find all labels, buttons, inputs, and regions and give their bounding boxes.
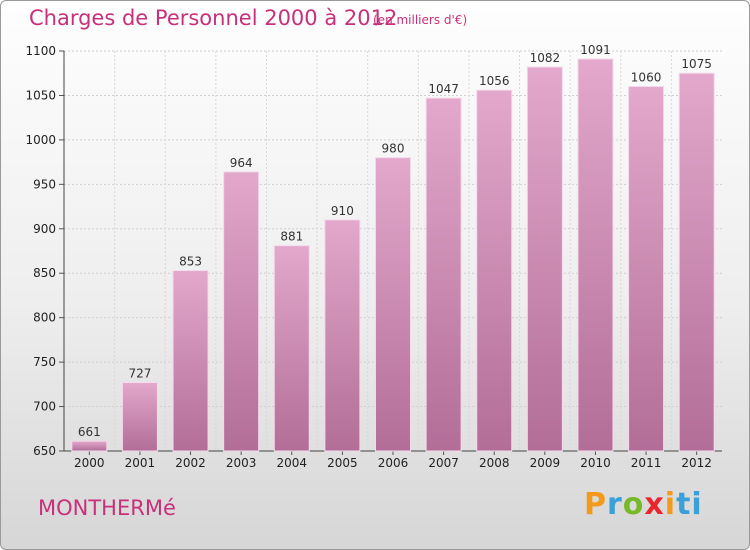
x-tick-label: 2010: [580, 456, 611, 470]
x-tick-label: 2002: [175, 456, 206, 470]
bar-2002[interactable]: [172, 270, 209, 452]
chart-subtitle: (en milliers d'€): [373, 13, 468, 27]
y-tick-label: 900: [33, 222, 56, 236]
data-labels: 661 727 853 964 881 910 980 1047 1056 1082 1091 106…: [78, 43, 712, 439]
bar-2001[interactable]: [121, 382, 158, 452]
y-tick-label: 950: [33, 177, 56, 191]
data-label-2003: 964: [230, 156, 253, 170]
town-name: MONTHERMé: [38, 496, 176, 520]
data-label-2002: 853: [179, 255, 202, 269]
bar-2010[interactable]: [577, 58, 614, 452]
bar-2012[interactable]: [678, 72, 715, 452]
y-tick-label: 650: [33, 444, 56, 458]
logo-letter: P: [584, 487, 607, 522]
bar-2009[interactable]: [526, 66, 563, 452]
logo-letter: r: [607, 487, 623, 522]
y-tick-label: 1000: [25, 133, 56, 147]
x-tick-label: 2011: [631, 456, 662, 470]
x-tick-label: 2005: [327, 456, 358, 470]
data-label-2007: 1047: [428, 82, 459, 96]
data-label-2001: 727: [128, 367, 151, 381]
data-label-2009: 1082: [530, 51, 561, 65]
x-tick-label: 2004: [276, 456, 307, 470]
logo-letter: i: [664, 487, 677, 522]
data-label-2011: 1060: [631, 71, 662, 85]
logo-letter: x: [644, 487, 665, 522]
data-label-2008: 1056: [479, 74, 510, 88]
x-tick-label: 2006: [378, 456, 409, 470]
bar-2008[interactable]: [476, 89, 513, 452]
data-label-2010: 1091: [580, 43, 611, 57]
x-tick-label: 2000: [74, 456, 105, 470]
x-tick-label: 2012: [681, 456, 712, 470]
bar-2003[interactable]: [223, 171, 260, 452]
bar-2007[interactable]: [425, 97, 462, 452]
data-label-2005: 910: [331, 204, 354, 218]
y-tick-label: 700: [33, 400, 56, 414]
bar-2004[interactable]: [273, 245, 310, 452]
x-tick-label: 2009: [530, 456, 561, 470]
y-tick-label: 750: [33, 355, 56, 369]
bar-2006[interactable]: [375, 157, 411, 452]
x-tick-label: 2001: [125, 456, 156, 470]
y-tick-label: 1100: [25, 44, 56, 58]
y-tick-label: 850: [33, 266, 56, 280]
bar-2000[interactable]: [71, 440, 108, 452]
x-tick-label: 2007: [428, 456, 459, 470]
proxiti-logo[interactable]: Proxiti: [584, 487, 703, 522]
data-label-2012: 1075: [681, 57, 712, 71]
x-tick-label: 2008: [479, 456, 510, 470]
logo-letter: ti: [676, 487, 703, 522]
data-label-2000: 661: [78, 425, 101, 439]
data-label-2004: 881: [280, 230, 303, 244]
y-tick-label: 1050: [25, 88, 56, 102]
x-tick-label: 2003: [226, 456, 257, 470]
bars: [71, 58, 715, 452]
chart-title: Charges de Personnel 2000 à 2012: [29, 6, 398, 30]
y-tick-label: 800: [33, 311, 56, 325]
bar-2005[interactable]: [324, 219, 361, 452]
bar-2011[interactable]: [628, 86, 665, 452]
logo-letter: o: [622, 487, 645, 522]
data-label-2006: 980: [382, 142, 405, 156]
